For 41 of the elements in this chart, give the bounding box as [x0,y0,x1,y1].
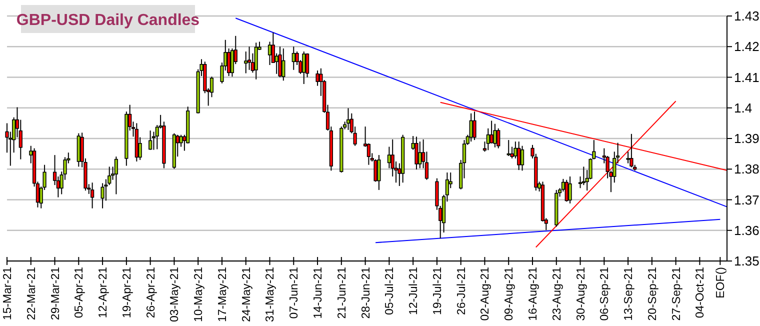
y-tick-label: 1.37 [734,192,760,208]
x-tick-label: 22-Mar-21 [26,267,38,320]
x-tick-label: 19-Jul-21 [432,267,444,315]
x-tick-label: 27-Sep-21 [670,267,683,321]
x-tick-label: 03-May-21 [169,267,182,322]
x-tick-label: 19-Apr-21 [121,267,134,318]
y-tick-label: 1.35 [734,254,760,269]
x-tick-label: 31-May-21 [264,267,277,322]
x-tick-label: 05-Jul-21 [384,267,396,315]
x-tick-label: 26-Apr-21 [145,267,158,318]
y-tick-label: 1.41 [734,70,760,85]
y-tick-label: 1.42 [734,39,760,54]
x-tick-label: 23-Aug-21 [551,267,564,321]
y-tick-label: 1.4 [734,100,752,116]
x-tick-label: 30-Aug-21 [575,267,588,321]
x-tick-label: 14-Jun-21 [312,267,325,319]
x-tick-label: 12-Jul-21 [408,267,420,315]
x-tick-label: 26-Jul-21 [456,267,468,315]
x-tick-label: 09-Aug-21 [504,267,516,321]
x-tick-label: 15-Mar-21 [2,267,14,320]
x-tick-label: 21-Jun-21 [336,267,348,319]
y-tick-label: 1.43 [734,8,760,24]
x-tick-label: EOF() [715,266,728,298]
y-tick-label: 1.38 [734,162,760,177]
x-tick-label: 06-Sep-21 [599,267,612,321]
y-tick-label: 1.39 [734,131,760,146]
x-tick-label: 12-Apr-21 [98,267,110,318]
x-tick-label: 29-Mar-21 [50,267,62,320]
x-tick-label: 13-Sep-21 [623,267,636,321]
x-tick-label: 05-Apr-21 [74,267,86,318]
x-tick-label: 20-Sep-21 [646,267,659,321]
x-tick-label: 04-Oct-21 [694,267,707,318]
x-tick-label: 02-Aug-21 [480,267,492,321]
y-tick-label: 1.36 [734,222,760,238]
x-tick-label: 24-May-21 [240,267,253,322]
x-tick-label: 17-May-21 [216,267,229,322]
x-tick-label: 28-Jun-21 [360,267,372,319]
x-tick-label: 10-May-21 [193,267,206,322]
x-tick-label: 07-Jun-21 [288,267,301,319]
x-tick-label: 16-Aug-21 [528,267,540,321]
chart-title: GBP-USD Daily Candles [16,12,200,29]
